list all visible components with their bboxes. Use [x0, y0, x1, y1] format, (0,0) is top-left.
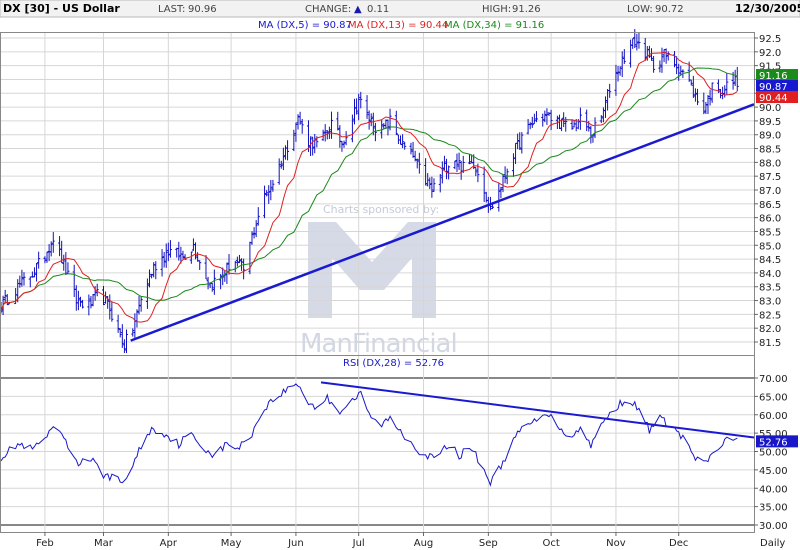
rsi-y-tick-label: 50.00 [759, 448, 788, 459]
price-y-tick-label: 89.0 [759, 131, 781, 142]
watermark-sponsor-text: Charts sponsored by: [323, 203, 439, 216]
price-y-tick-label: 81.5 [759, 338, 781, 349]
price-y-tick-label: 82.0 [759, 324, 781, 335]
price-y-tick-label: 82.5 [759, 310, 781, 321]
high-label: HIGH: [482, 4, 511, 15]
change-up-arrow-icon: ▲ [354, 4, 362, 15]
x-tick-label: Nov [606, 538, 626, 549]
x-tick-label: Oct [542, 538, 559, 549]
rsi-y-tick-label: 65.00 [759, 392, 788, 403]
price-plot [0, 29, 755, 353]
rsi-value-tag-text: 52.76 [759, 437, 788, 448]
x-tick-label: Jul [352, 538, 365, 549]
x-tick-label: Apr [160, 538, 178, 549]
x-tick-label: Feb [36, 538, 54, 549]
price-y-tick-label: 92.5 [759, 34, 781, 45]
legend-ma13: MA (DX,13) = 90.44 [348, 20, 448, 31]
price-y-tick-label: 90.0 [759, 103, 781, 114]
price-y-tick-label: 83.0 [759, 297, 781, 308]
ma-legend: MA (DX,5) = 90.87 MA (DX,13) = 90.44 MA … [258, 20, 544, 31]
price-y-tick-label: 91.5 [759, 62, 781, 73]
price-y-tick-label: 88.5 [759, 145, 781, 156]
legend-ma34: MA (DX,34) = 91.16 [444, 20, 544, 31]
price-value-tag [756, 80, 798, 93]
change-label: CHANGE: [305, 4, 351, 15]
price-y-tick-label: 88.0 [759, 158, 781, 169]
x-tick-label: Sep [479, 538, 498, 549]
rsi-grid [1, 356, 754, 532]
price-value-tag [756, 69, 798, 82]
rsi-y-tick-label: 60.00 [759, 411, 788, 422]
price-y-tick-label: 83.5 [759, 283, 781, 294]
high-value: 91.26 [512, 4, 541, 15]
price-y-tick-label: 89.5 [759, 117, 781, 128]
x-tick-label: Jun [287, 538, 304, 549]
price-y-tick-label: 92.0 [759, 48, 781, 59]
rsi-value-tag [756, 435, 798, 448]
price-y-tick-label: 84.5 [759, 255, 781, 266]
watermark-logo-m-icon [308, 222, 436, 318]
price-y-tick-label: 86.0 [759, 214, 781, 225]
header-background [0, 0, 800, 18]
header-bar: DX [30] - US Dollar LAST: 90.96 CHANGE: … [0, 0, 800, 18]
price-y-tick-label: 87.5 [759, 172, 781, 183]
price-y-tick-label: 84.0 [759, 269, 781, 280]
x-tick-label: May [221, 538, 242, 549]
x-tick-label: Mar [94, 538, 114, 549]
rsi-panel-border [0, 355, 755, 533]
price-y-tick-label: 85.0 [759, 241, 781, 252]
last-label: LAST: [158, 4, 185, 15]
low-value: 90.72 [655, 4, 684, 15]
price-y-tick-label: 85.5 [759, 227, 781, 238]
header-date: 12/30/2005 [735, 2, 800, 15]
rsi-y-tick-label: 35.00 [759, 503, 788, 514]
price-panel-border [0, 32, 755, 356]
ma13-line [0, 51, 738, 323]
rsi-y-tick-label: 30.00 [759, 521, 788, 532]
rsi-plot [0, 381, 755, 487]
price-grid [1, 33, 754, 355]
ma34-line [0, 67, 738, 312]
rsi-y-tick-label: 70.00 [759, 374, 788, 385]
price-value-tag [756, 91, 798, 104]
x-tick-label: Dec [669, 538, 688, 549]
rsi-title: RSI (DX,28) = 52.76 [343, 358, 444, 369]
watermark: Charts sponsored by: ManFinancial [300, 203, 458, 359]
price-y-tick-label: 87.0 [759, 186, 781, 197]
price-value-tag-text: 91.16 [759, 71, 788, 82]
low-label: LOW: [627, 4, 653, 15]
price-value-tag-text: 90.44 [759, 93, 788, 104]
watermark-brand: ManFinancial [300, 329, 457, 359]
symbol-title: DX [30] - US Dollar [3, 2, 120, 15]
rsi-y-tick-label: 40.00 [759, 484, 788, 495]
price-value-tag-text: 90.87 [759, 82, 788, 93]
x-tick-label: Aug [414, 538, 434, 549]
x-axis-frequency-label: Daily [760, 538, 785, 549]
rsi-y-tick-label: 55.00 [759, 429, 788, 440]
rsi-line [0, 383, 738, 487]
rsi-trendline [320, 381, 755, 439]
last-value: 90.96 [188, 4, 217, 15]
price-y-tick-label: 86.5 [759, 200, 781, 211]
rsi-y-axis: 70.00 65.00 60.00 55.00 50.00 45.00 40.00 35.00… [754, 374, 788, 532]
legend-ma5: MA (DX,5) = 90.87 [258, 20, 352, 31]
price-trendline [130, 103, 755, 342]
change-value: 0.11 [367, 4, 389, 15]
rsi-y-tick-label: 45.00 [759, 466, 788, 477]
x-axis: Feb Mar Apr May Jun Jul Aug Sep Oct Nov Dec [36, 532, 688, 549]
